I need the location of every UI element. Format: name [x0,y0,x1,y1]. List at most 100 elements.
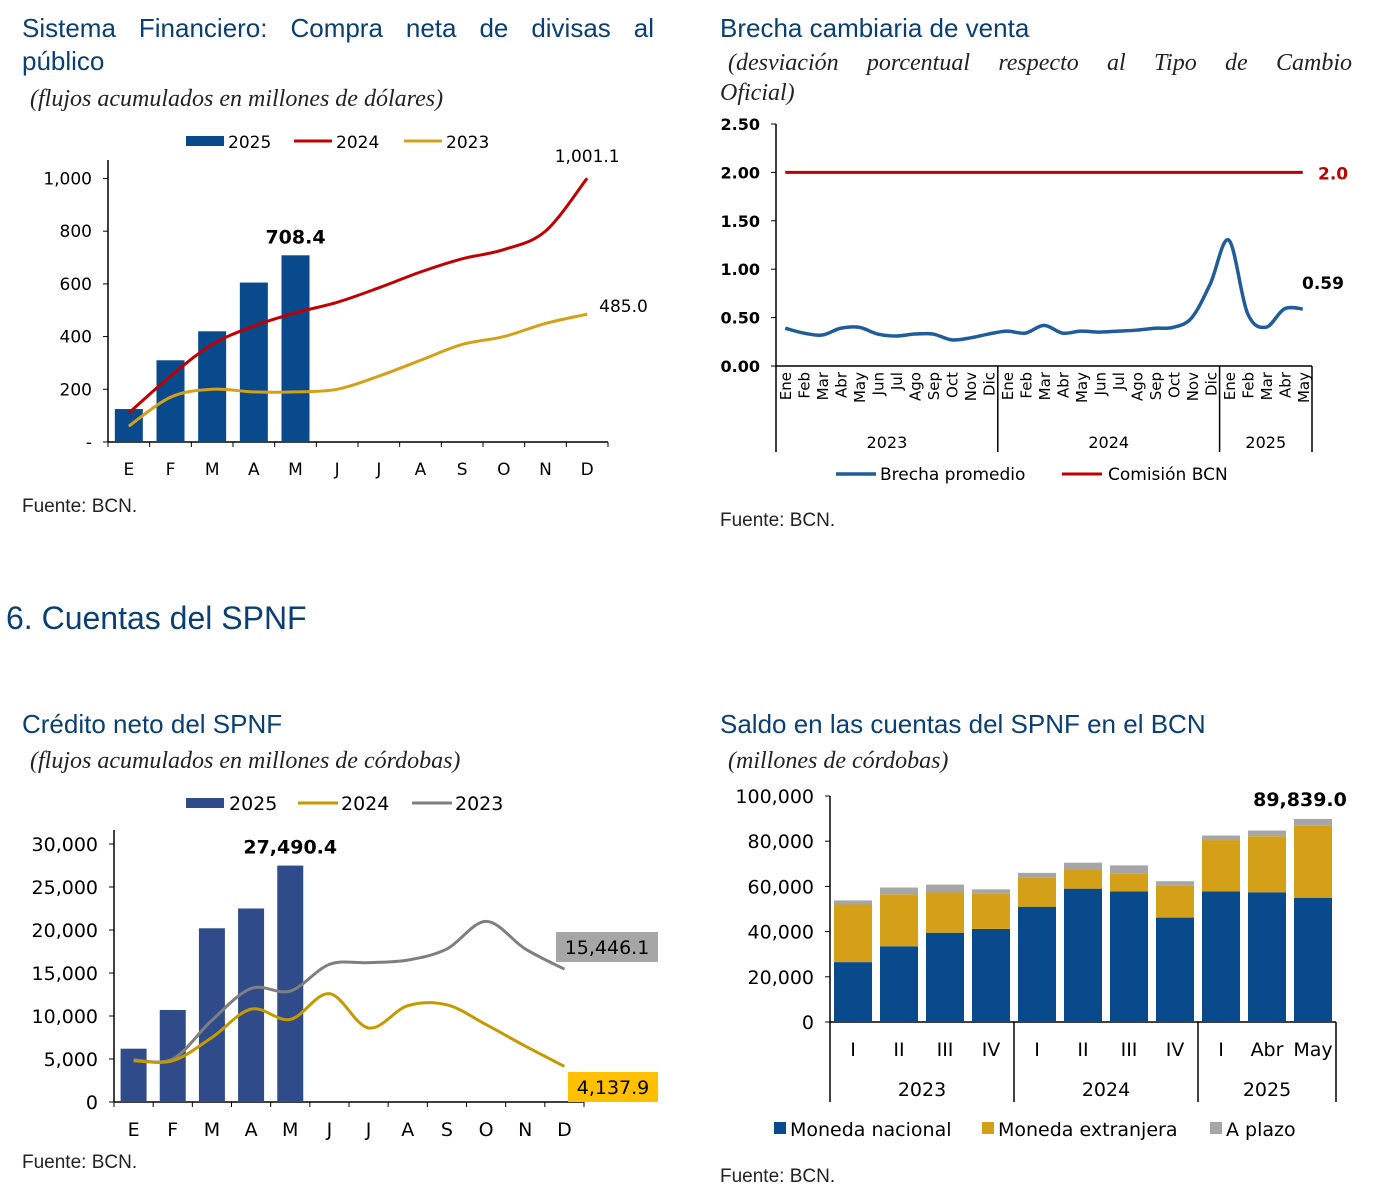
legend-swatch [1210,1122,1222,1134]
x-tick-label: I [850,1039,856,1061]
bar-2025 [120,1048,147,1102]
x-tick-label: S [441,1119,453,1141]
bar-moneda-nacional [926,932,964,1022]
y-tick-label: 25,000 [32,877,98,899]
x-tick-label: O [479,1119,494,1141]
x-tick-label: M [204,1119,220,1141]
x-tick-label: Ago [1128,372,1146,401]
bar-a-plazo [1202,835,1240,841]
legend-swatch [982,1122,994,1134]
x-tick-label: Jul [888,372,906,391]
data-label-2024: 4,137.9 [577,1077,650,1099]
y-tick-label: 100,000 [735,786,814,808]
y-tick-label: 20,000 [748,967,814,989]
bar-moneda-extranjera [1110,873,1148,892]
bar-2025 [281,255,310,442]
x-tick-label: Nov [1184,372,1202,401]
line-2023 [133,919,566,1064]
y-tick-label: 5,000 [44,1049,98,1071]
x-tick-label: E [128,1119,140,1141]
chart-credito: 2025 2024 2023 0 5,000 10,000 15,000 20,000 25,0… [32,793,658,1141]
bar-moneda-nacional [1018,906,1056,1022]
data-label-2023: 485.0 [599,297,648,317]
bar-moneda-nacional [1202,891,1240,1022]
x-tick-label: III [937,1039,954,1061]
data-label-2025: 27,490.4 [243,837,337,859]
y-tick-label: 60,000 [748,876,814,898]
x-tick-label: A [415,460,427,480]
y-tick-label: 1,000 [43,169,92,189]
x-tick-label: Sep [925,372,943,400]
x-tick-label: J [334,460,340,480]
title-line: público [22,46,105,76]
source-brecha: Fuente: BCN. [720,510,836,531]
year-label: 2023 [867,433,908,452]
bar-moneda-nacional [1156,917,1194,1022]
bar-moneda-extranjera [1202,840,1240,892]
x-tick-label: Sep [1147,372,1165,400]
legend-label-2025: 2025 [228,133,271,153]
bar-2025 [198,928,225,1102]
data-label-comision: 2.0 [1318,164,1348,184]
year-label: 2024 [1088,433,1129,452]
x-tick-label: O [497,460,510,480]
y-tick-label: 0 [802,1012,814,1034]
chart-subtitle-credito: (flujos acumulados en millones de córdob… [30,748,461,774]
x-tick-label: M [205,460,220,480]
x-tick-label: F [166,460,176,480]
data-label-2023: 15,446.1 [565,937,650,959]
x-tick-label: Feb [796,372,814,399]
y-tick-label: 200 [60,380,92,400]
x-tick-label: Ene [999,372,1017,400]
chart-subtitle-saldo: (millones de córdobas) [728,748,949,774]
line-2024 [127,177,589,415]
x-tick-label: M [282,1119,298,1141]
source-compra: Fuente: BCN. [22,496,138,517]
chart-subtitle-brecha: (desviación porcentual respecto al Tipo … [720,48,1352,108]
y-tick-label: 1.00 [721,260,760,279]
year-label: 2023 [898,1079,946,1101]
x-tick-label: Feb [1239,372,1257,399]
data-label-total: 89,839.0 [1253,789,1347,811]
x-tick-label: Jul [1110,372,1128,391]
x-tick-label: Ene [1221,372,1239,400]
x-tick-label: Jun [870,372,888,396]
bar-a-plazo [1110,865,1148,874]
x-tick-label: D [581,460,594,480]
bar-a-plazo [1018,872,1056,878]
y-tick-label: - [86,433,92,453]
chart-subtitle-compra: (flujos acumulados en millones de dólare… [30,86,444,112]
x-tick-label: M [288,460,303,480]
bar-a-plazo [1064,862,1102,870]
y-tick-label: 800 [60,222,92,242]
legend-label-2024: 2024 [336,133,379,153]
x-tick-label: Abr [1276,371,1294,398]
legend-label: A plazo [1226,1119,1296,1141]
bar-2025 [198,331,227,442]
x-tick-label: IV [1166,1039,1185,1061]
x-tick-label: N [518,1119,532,1141]
bar-moneda-nacional [834,962,872,1022]
bar-moneda-extranjera [1156,885,1194,918]
y-tick-label: 0.00 [721,357,760,376]
y-tick-label: 0.50 [721,309,760,328]
y-tick-label: 400 [60,328,92,348]
x-tick-label: May [1073,372,1091,403]
title-line: Sistema Financiero: Compra neta de divis… [22,13,654,43]
legend-swatch-2025 [186,136,224,146]
x-tick-label: J [375,460,381,480]
year-label: 2024 [1082,1079,1130,1101]
bar-2025 [238,908,265,1102]
x-tick-label: II [893,1039,904,1061]
x-tick-label: A [401,1119,414,1141]
x-tick-label: III [1121,1039,1138,1061]
legend-label-2023: 2023 [446,133,489,153]
bar-moneda-extranjera [1248,836,1286,893]
bar-a-plazo [1294,818,1332,826]
legend-label-2024: 2024 [341,793,389,815]
x-tick-label: Abr [1054,371,1072,398]
bar-moneda-extranjera [926,892,964,933]
y-tick-label: 40,000 [748,922,814,944]
subtitle-line: Oficial) [720,80,795,106]
bar-a-plazo [926,884,964,893]
